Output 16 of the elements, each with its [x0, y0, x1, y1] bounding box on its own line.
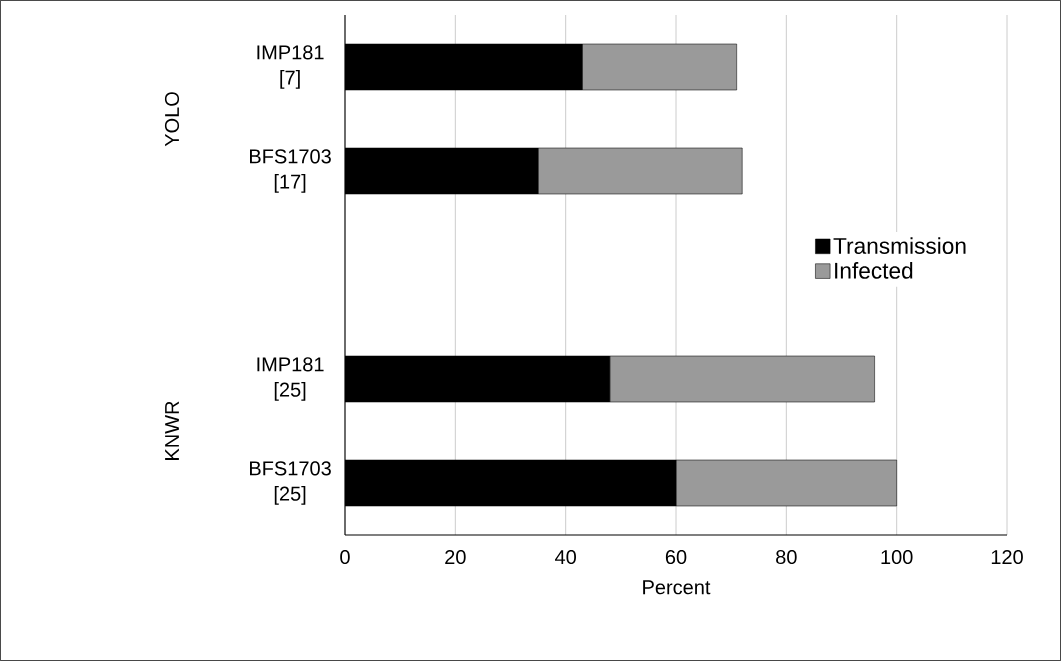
text: YOLO — [164, 92, 180, 147]
y-tick-label: IMP181 [25] — [257, 357, 324, 401]
y-tick-label: BFS1703 [25] — [250, 461, 331, 505]
x-tick-label: 60 — [665, 549, 687, 565]
x-tick-label: 0 — [340, 549, 350, 565]
y-tick-label: IMP181 [7] — [257, 45, 324, 89]
legend-label: Transmission — [833, 237, 966, 254]
legend-label: Infected — [835, 262, 913, 279]
x-tick-label: 80 — [776, 549, 797, 565]
x-tick-label: 100 — [881, 549, 913, 565]
x-axis-title: Percent — [643, 580, 711, 595]
x-tick-label: 120 — [991, 549, 1023, 565]
x-tick-label: 20 — [445, 549, 466, 565]
x-tick-label: 40 — [555, 549, 576, 565]
text: KNWR — [165, 401, 179, 460]
y-tick-label: BFS1703 [17] — [250, 149, 331, 193]
